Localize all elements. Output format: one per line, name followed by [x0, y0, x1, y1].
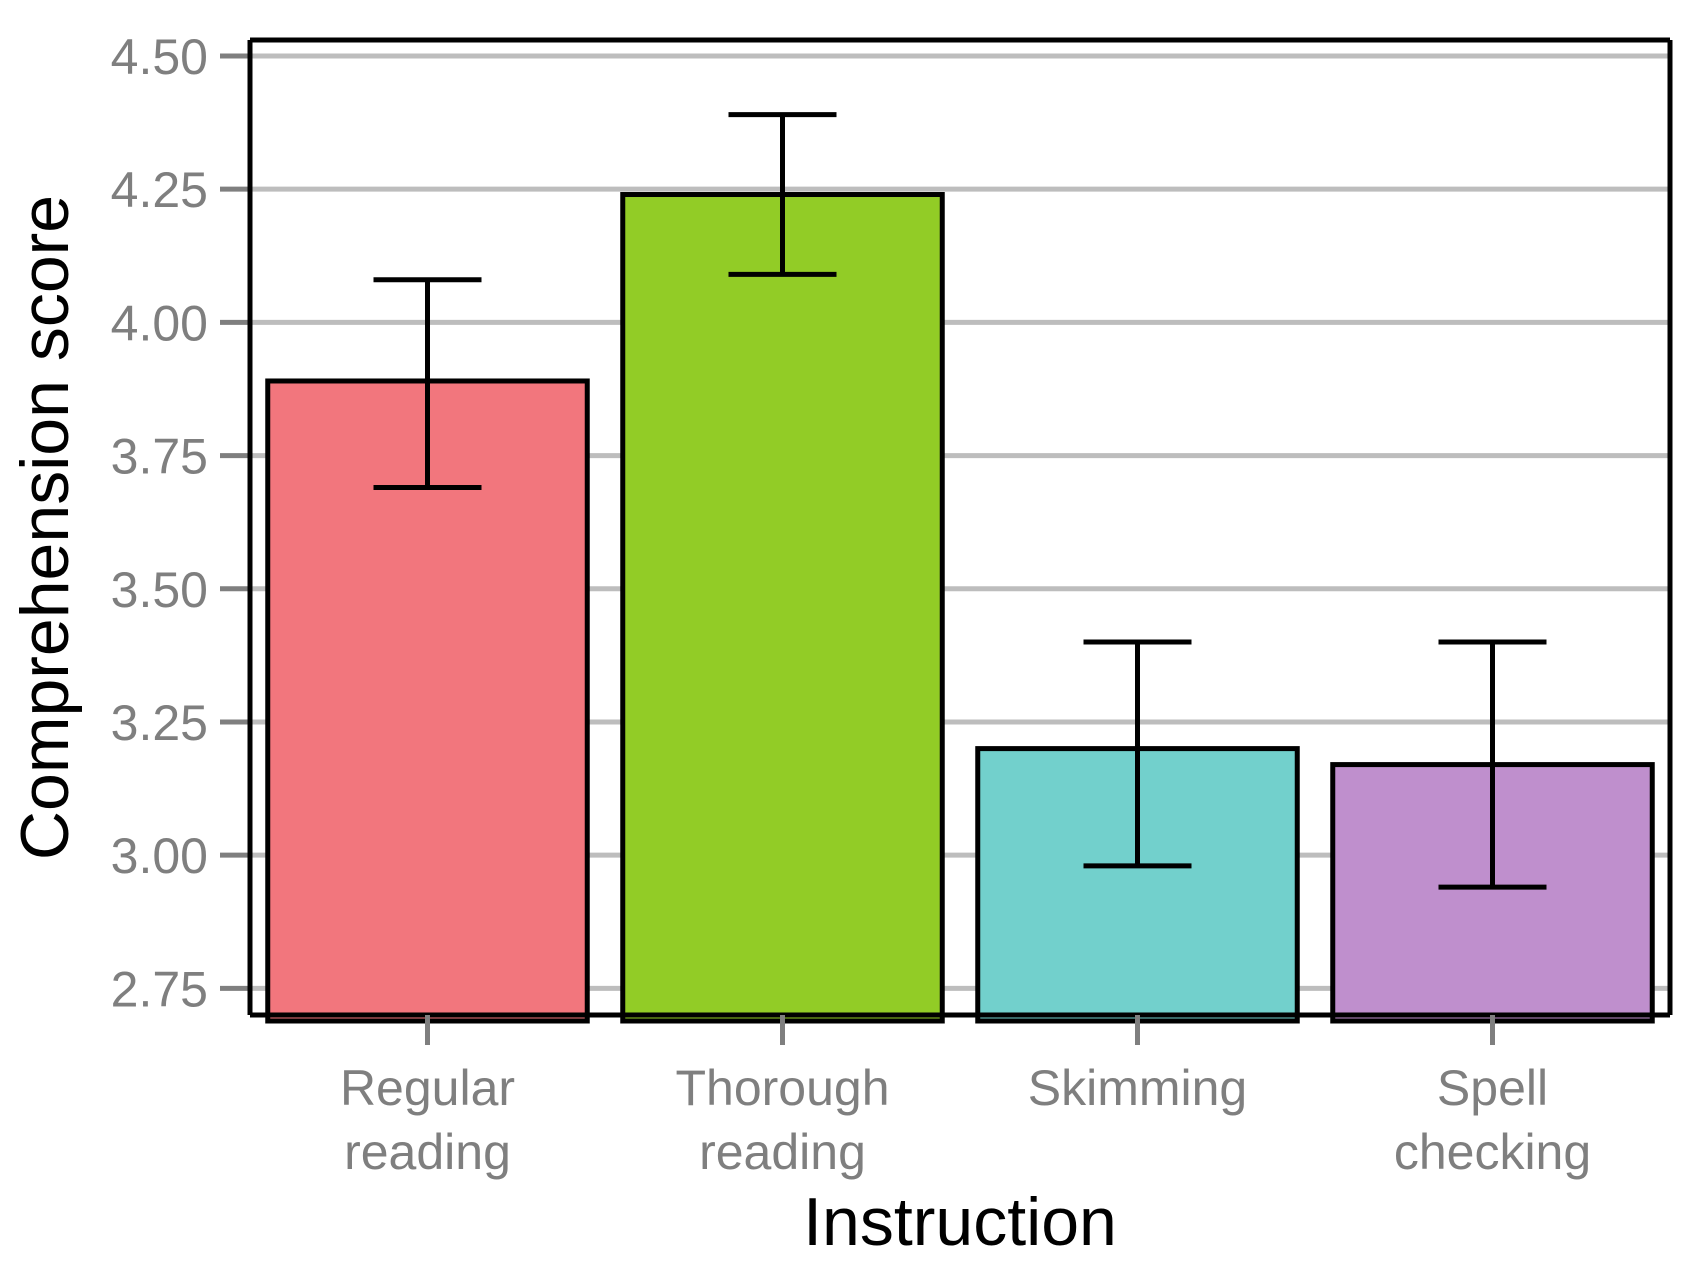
y-axis-title: Comprehension score — [7, 195, 83, 860]
y-tick-label: 4.25 — [111, 162, 208, 218]
x-tick-label: reading — [344, 1124, 511, 1180]
y-tick-label: 4.50 — [111, 29, 208, 85]
y-tick-label: 3.00 — [111, 828, 208, 884]
y-tick-label: 3.50 — [111, 562, 208, 618]
x-axis-title: Instruction — [803, 1184, 1117, 1260]
y-tick-label: 2.75 — [111, 961, 208, 1017]
y-axis-ticks: 4.50 4.25 4.00 3.75 3.50 3.25 3.00 2.75 — [111, 29, 250, 1017]
y-tick-label: 3.25 — [111, 695, 208, 751]
error-bars — [373, 112, 1547, 890]
x-axis-ticks: Regular reading Thorough reading Skimming Spe… — [340, 1015, 1591, 1180]
x-tick-label: Regular — [340, 1060, 515, 1116]
x-tick-label: Thorough — [675, 1060, 889, 1116]
x-tick-label: Spell — [1437, 1060, 1548, 1116]
bar — [620, 192, 945, 1024]
plot-frame — [247, 37, 1673, 1018]
x-tick-label: Skimming — [1028, 1060, 1247, 1116]
y-tick-label: 4.00 — [111, 295, 208, 351]
x-tick-label: checking — [1394, 1124, 1591, 1180]
y-tick-label: 3.75 — [111, 429, 208, 485]
bars — [265, 192, 1655, 1024]
x-tick-label: reading — [699, 1124, 866, 1180]
